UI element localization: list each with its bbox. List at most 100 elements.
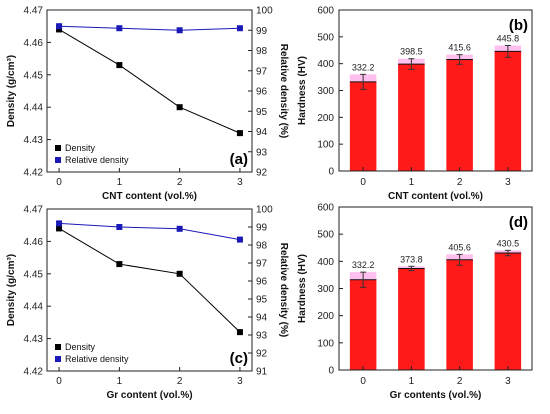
- series-line-relative-density: [59, 25, 240, 31]
- series-line-relative-density: [59, 222, 241, 241]
- series-line-density: [58, 228, 241, 333]
- y-tick-label: 4.47: [24, 6, 44, 17]
- x-tick-label: 3: [237, 376, 243, 387]
- y-tick-label: 300: [317, 284, 334, 295]
- data-point-density: [236, 130, 243, 137]
- y2-tick-label: 98: [256, 241, 268, 252]
- x-tick-label: 0: [360, 376, 366, 387]
- y2-axis-title: Relative density (%): [278, 44, 289, 138]
- series-line-density: [58, 29, 241, 134]
- y-tick-label: 4.45: [24, 269, 44, 280]
- panel-label: (d): [509, 214, 528, 231]
- legend-marker: [55, 344, 61, 350]
- y2-tick-label: 93: [256, 331, 268, 342]
- bar: [494, 253, 522, 370]
- y2-tick-label: 99: [256, 223, 268, 234]
- x-tick-label: 1: [409, 177, 415, 188]
- y-tick-label: 0: [328, 167, 334, 178]
- y-tick-label: 100: [317, 140, 334, 151]
- bar: [398, 64, 425, 171]
- bar: [349, 81, 377, 171]
- y2-tick-label: 99: [256, 26, 268, 37]
- y-tick-label: 0: [328, 366, 334, 377]
- y2-tick-label: 96: [256, 277, 268, 288]
- data-point-relative-density: [56, 23, 63, 30]
- bar: [349, 279, 377, 370]
- x-tick-label: 3: [237, 177, 243, 188]
- y2-tick-label: 100: [256, 205, 273, 216]
- y2-tick-label: 95: [256, 295, 268, 306]
- x-axis-title: CNT content (vol.%): [388, 191, 483, 202]
- legend-label: Density: [65, 143, 96, 153]
- x-tick-label: 1: [409, 376, 415, 387]
- legend-marker: [55, 157, 61, 163]
- x-tick-label: 0: [56, 177, 62, 188]
- data-point-relative-density: [176, 225, 183, 232]
- y-tick-label: 4.42: [24, 168, 44, 179]
- y-axis-title: Hardness (HV): [297, 56, 308, 125]
- data-point-relative-density: [56, 220, 63, 227]
- y-tick-label: 600: [317, 203, 334, 214]
- y2-tick-label: 92: [256, 349, 268, 360]
- bar-value-label: 445.8: [497, 33, 520, 43]
- y-tick-label: 100: [317, 338, 334, 349]
- y-tick-label: 500: [317, 32, 334, 43]
- y2-tick-label: 100: [256, 6, 273, 17]
- legend-label: Relative density: [65, 155, 129, 165]
- y-tick-label: 4.44: [24, 302, 44, 313]
- y-tick-label: 4.46: [24, 237, 44, 248]
- x-tick-label: 2: [177, 177, 183, 188]
- x-tick-label: 3: [505, 376, 511, 387]
- data-point-density: [176, 270, 183, 277]
- x-tick-label: 0: [56, 376, 62, 387]
- x-tick-label: 3: [505, 177, 511, 188]
- y-tick-label: 200: [317, 113, 334, 124]
- data-point-density: [236, 329, 243, 336]
- y-tick-label: 4.45: [24, 70, 44, 81]
- x-tick-label: 0: [360, 177, 366, 188]
- data-point-density: [56, 225, 63, 232]
- legend-marker: [55, 145, 61, 151]
- data-point-relative-density: [236, 236, 243, 243]
- panel-a-density-cnt: 4.42 4.43 4.44 4.45 4.46 4.47 92 93 94 95 96 97 98 99…: [6, 6, 289, 203]
- data-point-relative-density: [116, 224, 123, 230]
- y-tick-label: 4.46: [24, 38, 44, 49]
- y2-tick-label: 95: [256, 107, 268, 118]
- bar-value-label: 332.2: [352, 260, 375, 270]
- plot-frame: [46, 208, 253, 372]
- y-tick-label: 600: [317, 6, 334, 17]
- bar-value-label: 415.6: [448, 43, 471, 53]
- y-tick-label: 4.43: [24, 135, 44, 146]
- x-tick-label: 2: [177, 376, 183, 387]
- data-point-relative-density: [236, 25, 243, 32]
- x-tick-label: 2: [457, 376, 463, 387]
- x-tick-label: 2: [457, 177, 463, 188]
- data-point-density: [176, 104, 183, 111]
- x-tick-label: 1: [117, 177, 123, 188]
- legend-label: Relative density: [65, 354, 129, 364]
- bar: [446, 259, 473, 370]
- bar: [494, 51, 522, 171]
- panel-c-density-gr: 4.42 4.43 4.44 4.45 4.46 4.47 91 92 93 94 95 96 97 98…: [6, 205, 289, 402]
- panel-d-hardness-gr: 332.2 373.8 405.6 430.5 0 100 200 300 400 500 600 0…: [297, 203, 533, 401]
- data-point-relative-density: [176, 27, 183, 34]
- y-tick-label: 4.47: [24, 205, 44, 216]
- y2-tick-label: 94: [256, 313, 268, 324]
- panel-label: (b): [509, 17, 528, 34]
- y2-tick-label: 93: [256, 147, 268, 158]
- y-axis-title: Hardness (HV): [297, 254, 308, 323]
- data-point-density: [116, 62, 123, 69]
- y2-tick-label: 98: [256, 46, 268, 57]
- y2-tick-label: 97: [256, 259, 268, 270]
- data-point-density: [56, 26, 63, 33]
- y2-tick-label: 96: [256, 87, 268, 98]
- legend-label: Density: [65, 342, 96, 352]
- bar-value-label: 332.2: [352, 62, 375, 72]
- y-tick-label: 400: [317, 59, 334, 70]
- y2-tick-label: 94: [256, 127, 268, 138]
- y2-tick-label: 92: [256, 168, 268, 179]
- y2-axis-title: Relative density (%): [278, 243, 289, 337]
- bar: [398, 268, 425, 370]
